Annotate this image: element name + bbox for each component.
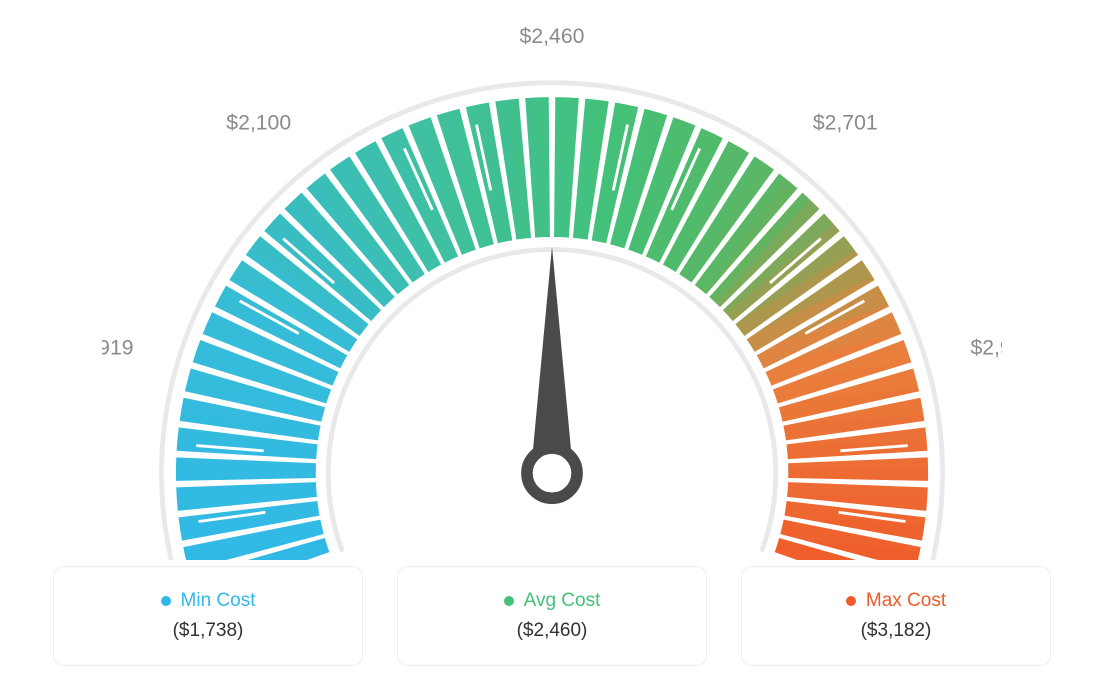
max-cost-label: Max Cost bbox=[866, 590, 946, 612]
gauge-container: $1,738$1,919$2,100$2,460$2,701$2,942$3,1… bbox=[102, 20, 1002, 560]
avg-cost-value: ($2,460) bbox=[517, 620, 588, 642]
gauge-wedge bbox=[176, 457, 316, 481]
avg-cost-card: Avg Cost ($2,460) bbox=[397, 566, 707, 666]
max-cost-card: Max Cost ($3,182) bbox=[741, 566, 1051, 666]
gauge-hub bbox=[527, 448, 577, 498]
gauge-tick-label: $2,460 bbox=[520, 25, 585, 48]
avg-dot-icon bbox=[504, 596, 514, 606]
gauge-svg: $1,738$1,919$2,100$2,460$2,701$2,942$3,1… bbox=[102, 20, 1002, 560]
gauge-tick-label: $2,942 bbox=[970, 337, 1002, 360]
gauge-wedge bbox=[788, 457, 928, 481]
avg-cost-title-row: Avg Cost bbox=[504, 590, 601, 612]
gauge-tick-label: $1,919 bbox=[102, 337, 134, 360]
min-cost-label: Min Cost bbox=[181, 590, 256, 612]
avg-cost-label: Avg Cost bbox=[524, 590, 601, 612]
gauge-tick-label: $2,701 bbox=[813, 112, 878, 135]
min-dot-icon bbox=[161, 596, 171, 606]
gauge-tick-label: $2,100 bbox=[226, 112, 291, 135]
cost-cards-row: Min Cost ($1,738) Avg Cost ($2,460) Max … bbox=[53, 566, 1051, 666]
max-dot-icon bbox=[846, 596, 856, 606]
min-cost-value: ($1,738) bbox=[173, 620, 244, 642]
min-cost-title-row: Min Cost bbox=[161, 590, 256, 612]
max-cost-value: ($3,182) bbox=[861, 620, 932, 642]
max-cost-title-row: Max Cost bbox=[846, 590, 946, 612]
min-cost-card: Min Cost ($1,738) bbox=[53, 566, 363, 666]
